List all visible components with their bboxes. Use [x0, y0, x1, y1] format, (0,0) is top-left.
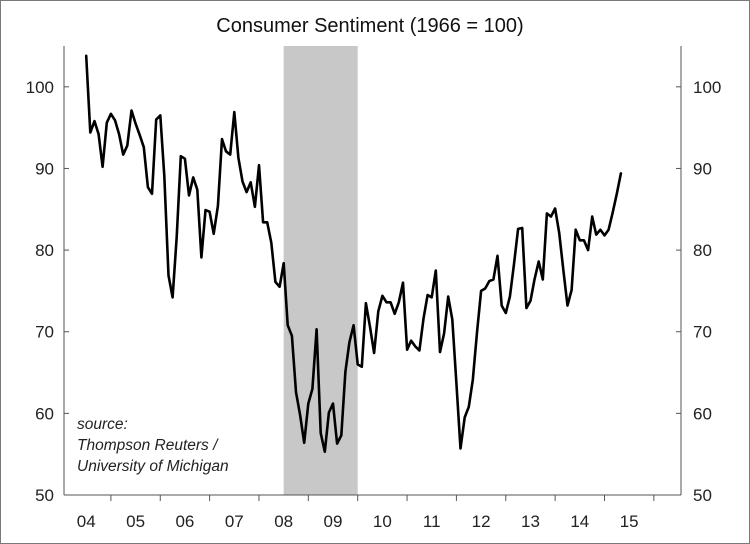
y-tick-label-left: 60	[35, 404, 54, 423]
y-tick-label-left: 90	[35, 159, 54, 178]
y-tick-label-right: 50	[693, 486, 712, 505]
x-tick-label: 10	[373, 512, 392, 531]
source-note-line: University of Michigan	[77, 458, 229, 475]
y-tick-label-right: 80	[693, 241, 712, 260]
x-tick-label: 12	[472, 512, 491, 531]
x-tick-label: 08	[274, 512, 293, 531]
chart-title: Consumer Sentiment (1966 = 100)	[216, 15, 523, 37]
y-tick-label-right: 60	[693, 404, 712, 423]
y-tick-label-right: 100	[693, 78, 721, 97]
source-note-line: source:	[77, 416, 128, 433]
x-tick-label: 13	[521, 512, 540, 531]
series-line-layer	[84, 54, 623, 454]
x-tick-label: 06	[175, 512, 194, 531]
x-tick-label: 15	[620, 512, 639, 531]
y-tick-label-left: 80	[35, 241, 54, 260]
y-tick-label-left: 50	[35, 486, 54, 505]
source-note: source: Thompson Reuters / University of M…	[77, 416, 229, 475]
y-tick-label-right: 70	[693, 323, 712, 342]
x-tick-label: 05	[126, 512, 145, 531]
x-tick-label: 14	[570, 512, 589, 531]
x-tick-label: 09	[324, 512, 343, 531]
x-tick-label: 04	[77, 512, 96, 531]
y-tick-label-left: 100	[26, 78, 54, 97]
y-tick-label-right: 90	[693, 159, 712, 178]
sentiment-line	[84, 54, 623, 454]
x-tick-label: 07	[225, 512, 244, 531]
source-note-line: Thompson Reuters /	[77, 437, 219, 454]
axes-layer	[63, 46, 682, 501]
tick-labels-layer: 50 50 60 60 70 70 80 80 90 90 100 100 04 05 06 07 08 09 10…	[26, 78, 722, 531]
x-tick-label: 11	[423, 512, 441, 531]
y-tick-label-left: 70	[35, 323, 54, 342]
